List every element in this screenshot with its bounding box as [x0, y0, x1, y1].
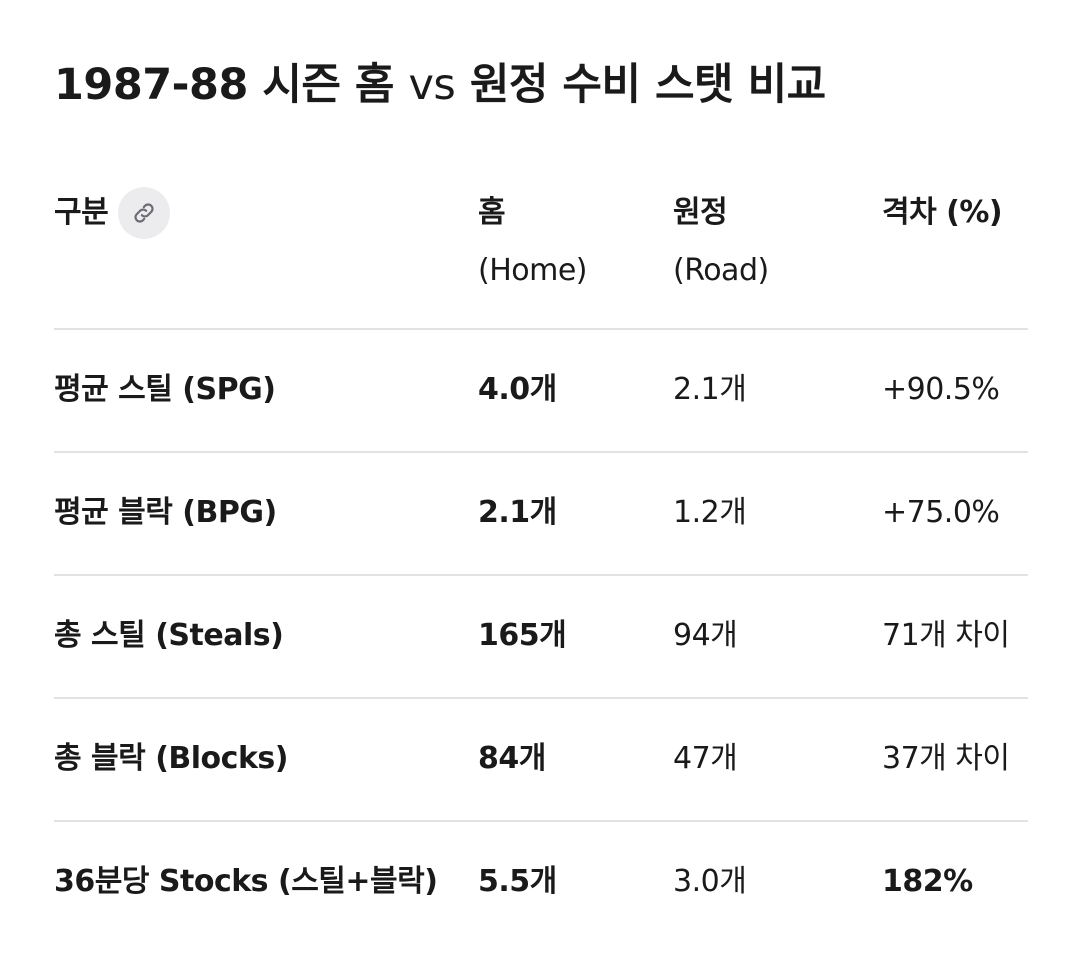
row-label: 평균 스틸 (SPG)	[54, 372, 276, 407]
header-home-line2: (Home)	[478, 253, 588, 288]
comparison-table: 구분 홈 (Home) 원정 (Road) 격차 (%) 평균 스틸 (SPG) 4…	[54, 180, 1028, 911]
header-road: 원정 (Road)	[673, 180, 882, 329]
title-vs: vs	[408, 60, 456, 110]
header-home: 홈 (Home)	[478, 180, 673, 329]
row-home-value: 5.5개	[478, 864, 557, 899]
header-label: 구분	[54, 180, 478, 329]
row-label: 평균 블락 (BPG)	[54, 495, 277, 530]
table-row: 평균 스틸 (SPG) 4.0개 2.1개 +90.5%	[54, 329, 1028, 452]
row-diff-value: 182%	[882, 864, 973, 899]
title-prefix: 1987-88 시즌 홈	[54, 60, 394, 110]
page-title: 1987-88 시즌 홈 vs 원정 수비 스탯 비교	[54, 56, 826, 114]
header-diff-text: 격차 (%)	[882, 195, 1003, 230]
row-road-value: 94개	[673, 618, 738, 653]
table-row: 36분당 Stocks (스틸+블락) 5.5개 3.0개 182%	[54, 821, 1028, 911]
row-road-value: 3.0개	[673, 864, 747, 899]
header-diff: 격차 (%)	[882, 180, 1028, 329]
row-road-value: 2.1개	[673, 372, 747, 407]
title-suffix: 원정 수비 스탯 비교	[469, 60, 826, 110]
row-diff-value: 37개 차이	[882, 741, 1010, 776]
row-label: 총 블락 (Blocks)	[54, 741, 288, 776]
row-home-value: 2.1개	[478, 495, 557, 530]
table-row: 총 블락 (Blocks) 84개 47개 37개 차이	[54, 698, 1028, 821]
row-label: 총 스틸 (Steals)	[54, 618, 284, 653]
table-header-row: 구분 홈 (Home) 원정 (Road) 격차 (%)	[54, 180, 1028, 329]
table-row: 총 스틸 (Steals) 165개 94개 71개 차이	[54, 575, 1028, 698]
row-label: 36분당 Stocks (스틸+블락)	[54, 864, 438, 899]
row-diff-value: 71개 차이	[882, 618, 1010, 653]
row-home-value: 4.0개	[478, 372, 557, 407]
header-road-line2: (Road)	[673, 253, 769, 288]
row-road-value: 1.2개	[673, 495, 747, 530]
header-label-text: 구분	[54, 195, 109, 230]
link-icon[interactable]	[118, 187, 171, 239]
header-home-line1: 홈	[478, 195, 506, 230]
row-home-value: 165개	[478, 618, 567, 653]
header-road-line1: 원정	[673, 195, 728, 230]
table-row: 평균 블락 (BPG) 2.1개 1.2개 +75.0%	[54, 452, 1028, 575]
row-diff-value: +90.5%	[882, 372, 1000, 407]
row-home-value: 84개	[478, 741, 546, 776]
row-road-value: 47개	[673, 741, 738, 776]
row-diff-value: +75.0%	[882, 495, 1000, 530]
